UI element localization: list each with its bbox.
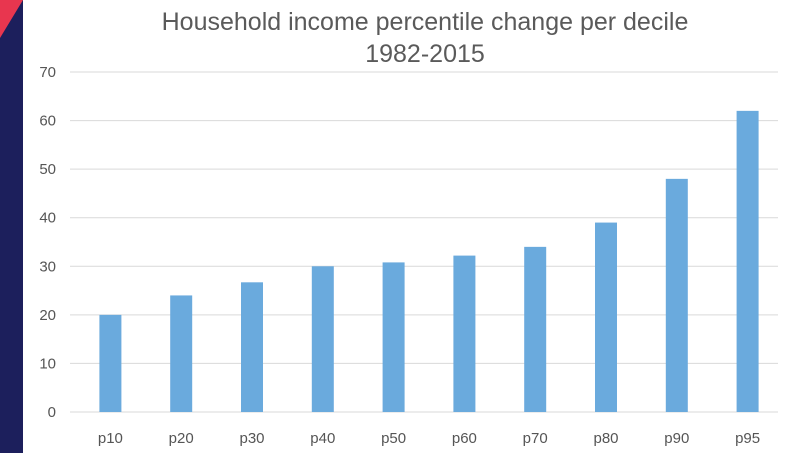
- bar-p80: [595, 222, 617, 412]
- bar-p60: [453, 255, 476, 412]
- bar-p95: [736, 110, 759, 412]
- y-tick-label: 40: [39, 210, 56, 227]
- y-tick-label: 50: [39, 161, 56, 178]
- bar-p10: [99, 314, 122, 412]
- x-tick-label: p95: [735, 430, 760, 447]
- side-accent-band: [0, 0, 23, 453]
- chart-title-line-2: 1982-2015: [365, 40, 485, 68]
- x-tick-label: p10: [98, 430, 123, 447]
- y-tick-label: 10: [39, 355, 56, 372]
- x-tick-label: p50: [381, 430, 406, 447]
- y-tick-label: 60: [39, 113, 56, 130]
- corner-accent: [0, 0, 23, 38]
- x-tick-label: p70: [523, 430, 548, 447]
- chart-title: Household income percentile change per d…: [0, 6, 790, 70]
- bar-p90: [665, 178, 688, 412]
- x-tick-label: p30: [239, 430, 264, 447]
- bar-p30: [241, 282, 263, 412]
- bar-p70: [524, 246, 547, 412]
- bar-p20: [170, 295, 193, 412]
- x-tick-label: p90: [664, 430, 689, 447]
- chart-title-line-1: Household income percentile change per d…: [161, 8, 689, 36]
- x-tick-label: p40: [310, 430, 335, 447]
- y-tick-label: 0: [48, 404, 56, 421]
- x-tick-label: p20: [169, 430, 194, 447]
- y-tick-label: 20: [39, 307, 56, 324]
- x-tick-label: p80: [593, 430, 618, 447]
- bar-p40: [311, 266, 334, 412]
- y-tick-label: 30: [39, 258, 56, 275]
- x-tick-label: p60: [452, 430, 477, 447]
- y-tick-label: 70: [39, 64, 56, 81]
- bar-p50: [382, 262, 405, 412]
